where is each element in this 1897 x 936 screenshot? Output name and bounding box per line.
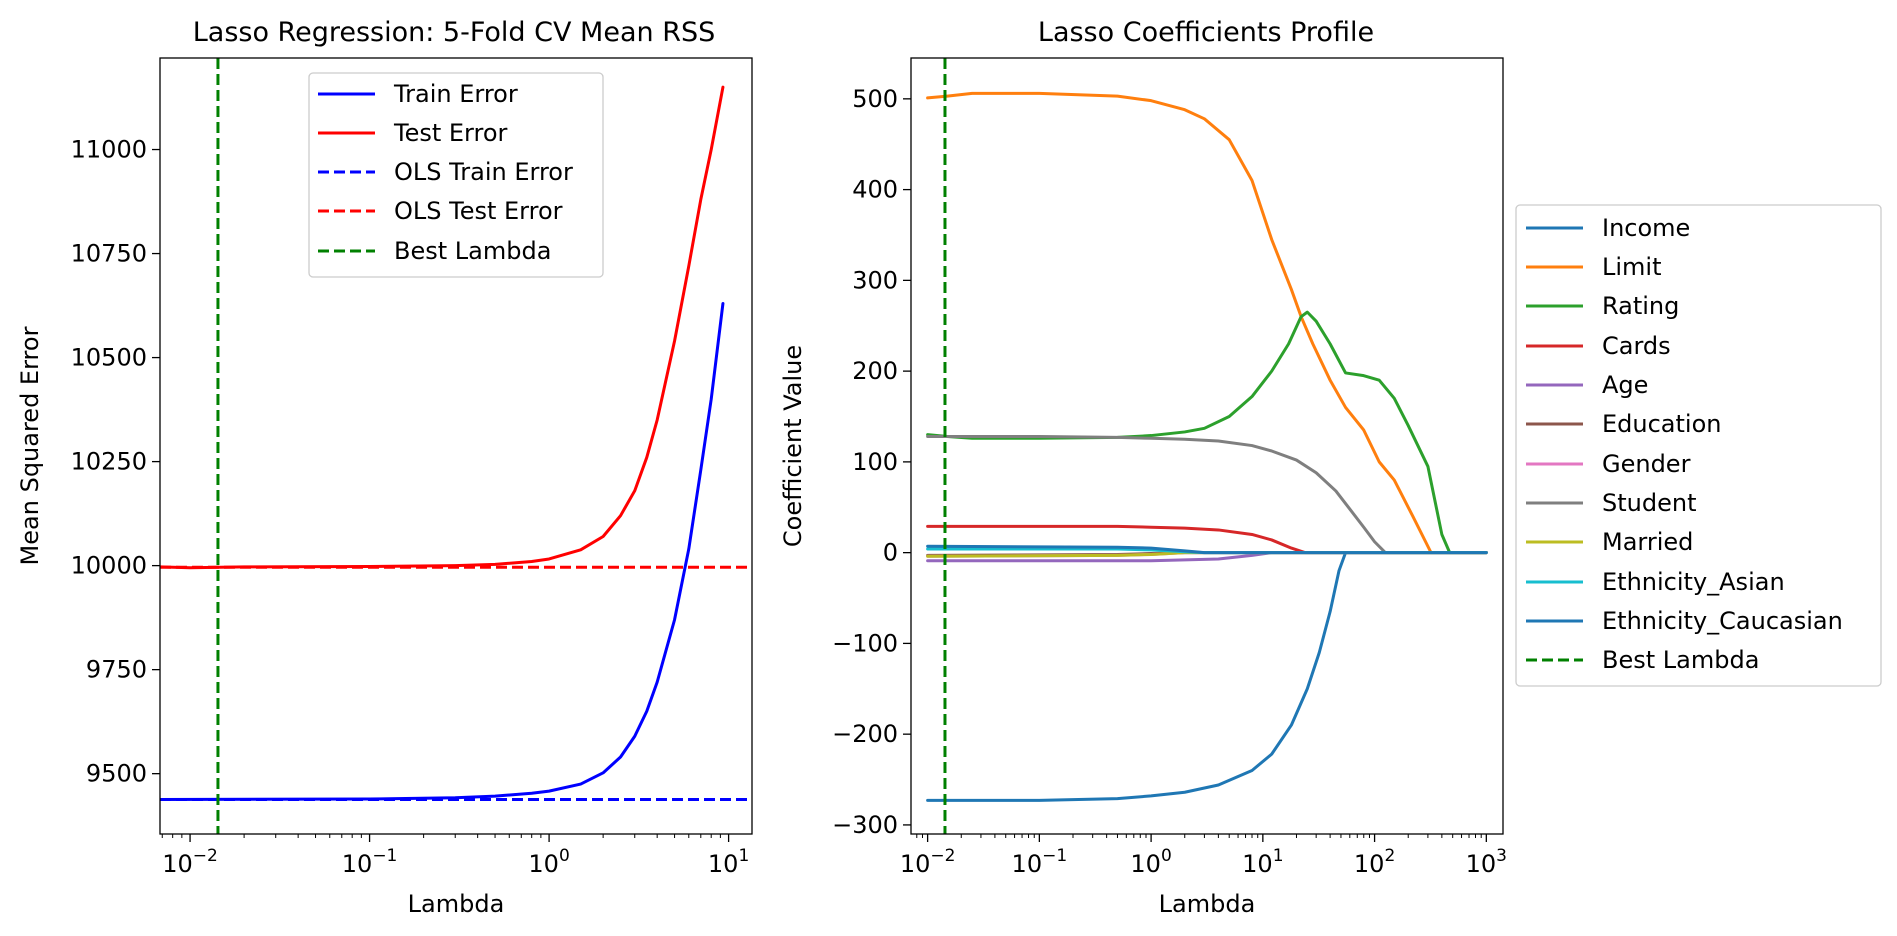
legend-label: OLS Train Error [394,158,573,186]
y-tick-label: −100 [832,629,898,657]
y-tick-label: 10500 [71,344,147,372]
y-tick-label: 10750 [71,240,147,268]
legend-label: Education [1602,410,1721,438]
series-student [926,434,1488,555]
legend-entry: Best Lambda [318,237,551,265]
legend-label: Gender [1602,450,1691,478]
axes-frame [910,57,1504,835]
legend-entry: Ethnicity_Asian [1526,568,1785,596]
legend-label: Married [1602,528,1693,556]
legend: Income Limit Rating Cards Age Education [1515,204,1882,687]
legend-label: Test Error [393,119,508,147]
legend-entry: Age [1526,371,1648,399]
legend-entry: Train Error [318,80,518,108]
legend-entry: Best Lambda [1526,646,1759,674]
axes-frame [159,57,753,835]
x-tick-label: 102 [1354,846,1395,878]
y-tick-label: 500 [852,85,898,113]
legend-label: Ethnicity_Caucasian [1602,607,1843,635]
plot-area [160,58,752,834]
series-ethnicity-caucasian [926,544,1488,555]
legend-label: Rating [1602,292,1679,320]
legend-entry: Cards [1526,332,1671,360]
legend-frame [308,72,604,278]
x-tick-label: 10−1 [1012,846,1068,878]
legend-entry: Student [1526,489,1696,517]
y-tick-label: 200 [852,357,898,385]
legend-frame [1515,204,1882,687]
y-tick-label: 11000 [71,136,147,164]
chart-title: Lasso Coefficients Profile [1038,17,1374,48]
legend-entry: Ethnicity_Caucasian [1526,607,1843,635]
axis-ticks: 10−2 10−1 100 101 102 103 −300 −200 −100 0 100 200 3… [832,85,1507,878]
legend-entry: Gender [1526,450,1691,478]
legend-entry: Test Error [318,119,508,147]
series-rating [926,310,1488,555]
series-train-error [160,301,725,801]
legend-label: Student [1602,489,1696,517]
series-cards [926,524,1488,555]
y-tick-label: 0 [883,539,898,567]
legend-entry: Married [1526,528,1693,556]
y-axis-label: Coefficient Value [779,345,807,547]
series-income [926,551,1488,802]
cv-error-chart: Lasso Regression: 5-Fold CV Mean RSS 10−… [16,17,753,918]
x-tick-label: 100 [528,846,569,878]
x-tick-label: 101 [708,846,749,878]
y-tick-label: 10250 [71,448,147,476]
legend-entry: Rating [1526,292,1679,320]
x-tick-label: 100 [1130,846,1171,878]
legend-label: Best Lambda [394,237,551,265]
legend-entry: Limit [1526,253,1662,281]
x-tick-label: 10−1 [342,846,398,878]
legend-label: OLS Test Error [394,197,563,225]
plot-area [926,58,1488,834]
y-tick-label: 9500 [86,760,147,788]
coefficient-profile-chart: Lasso Coefficients Profile 10−2 10−1 100 10… [779,17,1882,918]
legend-entry: Income [1526,214,1690,242]
x-tick-label: 103 [1466,846,1507,878]
x-axis-label: Lambda [1159,890,1256,918]
x-tick-label: 10−2 [162,846,218,878]
y-tick-label: −300 [832,811,898,839]
legend-label: Cards [1602,332,1671,360]
y-tick-label: 10000 [71,552,147,580]
legend-label: Best Lambda [1602,646,1759,674]
y-tick-label: 400 [852,176,898,204]
legend-entry: OLS Test Error [318,197,563,225]
x-tick-label: 101 [1242,846,1283,878]
y-tick-label: 300 [852,266,898,294]
y-tick-label: 9750 [86,656,147,684]
legend-entry: OLS Train Error [318,158,573,186]
y-axis-label: Mean Squared Error [16,326,44,565]
legend-label: Limit [1602,253,1662,281]
legend-entry: Education [1526,410,1721,438]
x-tick-label: 10−2 [900,846,956,878]
x-axis-label: Lambda [408,890,505,918]
legend: Train Error Test Error OLS Train Error O… [308,72,604,278]
legend-label: Train Error [393,80,518,108]
chart-title: Lasso Regression: 5-Fold CV Mean RSS [193,17,716,48]
y-tick-label: −200 [832,720,898,748]
y-tick-label: 100 [852,448,898,476]
legend-label: Ethnicity_Asian [1602,568,1785,596]
axis-ticks: 10−2 10−1 100 101 9500 9750 10000 10250 10500 107… [71,136,750,878]
legend-label: Age [1602,371,1648,399]
legend-label: Income [1602,214,1690,242]
series-limit [926,91,1488,555]
